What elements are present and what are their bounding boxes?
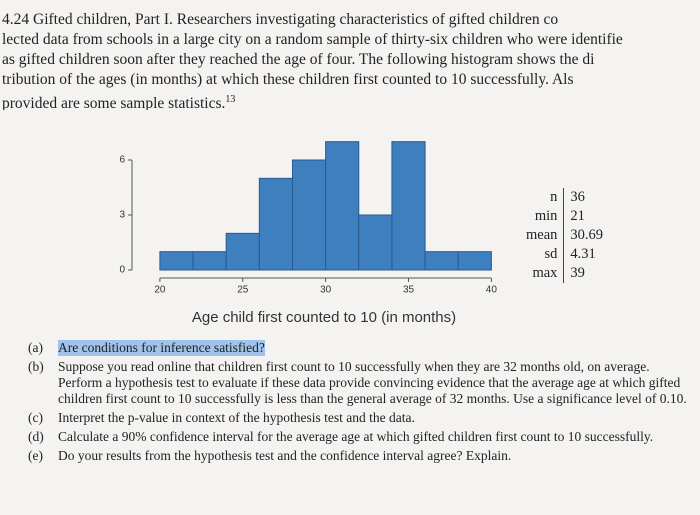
y-tick-label: 6 bbox=[119, 155, 125, 166]
x-tick-label: 40 bbox=[486, 285, 498, 296]
bar bbox=[358, 214, 393, 271]
x-tick-label: 35 bbox=[403, 285, 415, 296]
bar bbox=[391, 141, 426, 271]
y-tick-label: 3 bbox=[119, 210, 125, 221]
stat-value: 36 bbox=[570, 189, 585, 205]
histogram: 0 3 6 20 25 30 35 40 Age child first counted to … bbox=[119, 141, 498, 326]
question-label: (b) bbox=[28, 359, 44, 374]
stat-name: min bbox=[520, 207, 565, 226]
question: (d) Calculate a 90% confidence interval f… bbox=[28, 429, 688, 445]
intro-line: as gifted children soon after they reach… bbox=[2, 50, 700, 70]
question: (e) Do your results from the hypothesis t… bbox=[28, 448, 688, 464]
stats-row: min 21 bbox=[520, 207, 609, 226]
question: (c) Interpret the p-value in context of t… bbox=[28, 410, 688, 426]
stats-row: mean 30.69 bbox=[520, 226, 609, 245]
bar bbox=[424, 251, 459, 271]
stat-name: sd bbox=[520, 245, 565, 264]
question: (a) Are conditions for inference satisfie… bbox=[28, 340, 688, 356]
bar bbox=[258, 177, 293, 271]
intro-line: 4.24 Gifted children, Part I. Researcher… bbox=[2, 10, 700, 30]
intro-text: lected data from schools in a large city… bbox=[2, 31, 623, 48]
intro-text: provided are some sample statistics. bbox=[2, 95, 226, 110]
intro-line: provided are some sample statistics.13 bbox=[2, 90, 700, 110]
bar bbox=[325, 141, 360, 271]
stat-value: 39 bbox=[570, 265, 585, 281]
stat-value: 4.31 bbox=[570, 246, 596, 262]
question-text: Do your results from the hypothesis test… bbox=[58, 448, 512, 463]
intro-line: lected data from schools in a large city… bbox=[2, 30, 700, 50]
bar bbox=[291, 159, 327, 271]
stat-name: mean bbox=[520, 226, 565, 245]
question-text: Suppose you read online that children fi… bbox=[58, 359, 687, 406]
bar bbox=[192, 251, 227, 271]
x-tick-label: 25 bbox=[237, 285, 249, 296]
x-tick-label: 30 bbox=[320, 285, 332, 296]
question-label: (c) bbox=[28, 410, 43, 425]
x-tick-label: 20 bbox=[154, 285, 166, 296]
stats-row: sd 4.31 bbox=[520, 245, 609, 264]
footnote-ref: 13 bbox=[225, 94, 236, 105]
question-label: (d) bbox=[28, 429, 44, 444]
stats-row: n 36 bbox=[520, 188, 609, 207]
intro-line: tribution of the ages (in months) at whi… bbox=[2, 70, 700, 90]
y-tick-label: 0 bbox=[119, 265, 125, 276]
question: (b) Suppose you read online that children… bbox=[28, 359, 688, 407]
x-axis-label: Age child first counted to 10 (in months… bbox=[192, 309, 456, 326]
intro-text: tribution of the ages (in months) at whi… bbox=[2, 71, 574, 88]
stats-row: max 39 bbox=[520, 264, 609, 283]
intro: 4.24 Gifted children, Part I. Researcher… bbox=[2, 10, 700, 110]
bar bbox=[457, 251, 492, 271]
stat-name: n bbox=[520, 188, 565, 207]
question-label: (e) bbox=[28, 448, 43, 463]
question-text: Interpret the p-value in context of the … bbox=[58, 410, 415, 425]
stat-value: 30.69 bbox=[570, 227, 604, 243]
stat-value: 21 bbox=[570, 208, 585, 224]
stat-name: max bbox=[520, 264, 565, 283]
question-text: Are conditions for inference satisfied? bbox=[58, 340, 265, 356]
intro-text: as gifted children soon after they reach… bbox=[2, 51, 595, 68]
bar bbox=[225, 232, 260, 271]
stats-table: n 36 min 21 mean 30.69 sd 4.31 max 39 bbox=[520, 188, 609, 283]
questions: (a) Are conditions for inference satisfie… bbox=[28, 340, 688, 467]
question-label: (a) bbox=[28, 340, 43, 355]
intro-text: 4.24 Gifted children, Part I. Researcher… bbox=[2, 11, 559, 28]
bar bbox=[159, 251, 194, 271]
question-text: Calculate a 90% confidence interval for … bbox=[58, 429, 654, 444]
